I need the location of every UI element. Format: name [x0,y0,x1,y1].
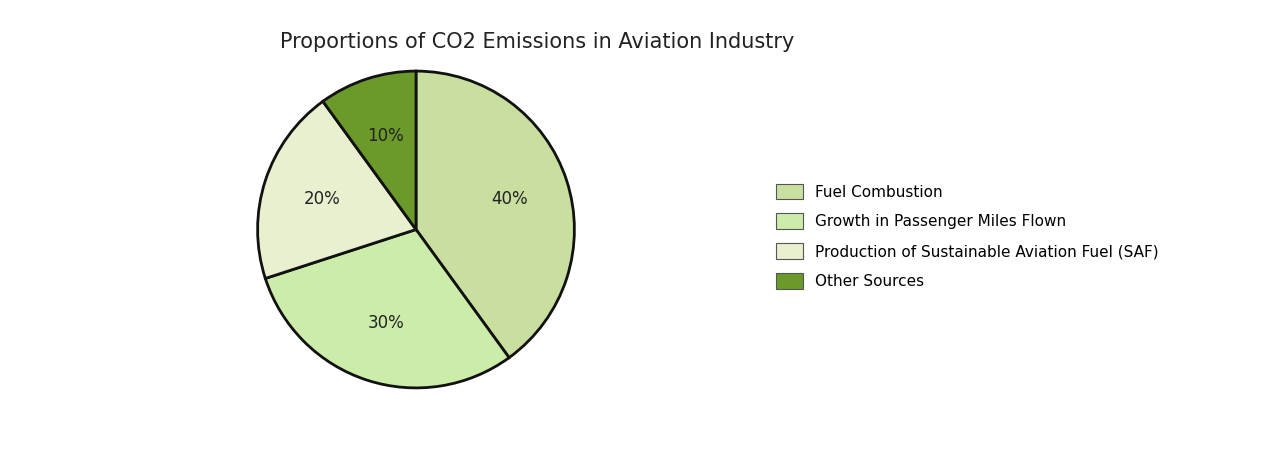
Wedge shape [265,230,509,388]
Text: 30%: 30% [367,314,404,332]
Text: 20%: 20% [305,190,340,208]
Legend: Fuel Combustion, Growth in Passenger Miles Flown, Production of Sustainable Avia: Fuel Combustion, Growth in Passenger Mil… [776,184,1158,289]
Text: 10%: 10% [367,127,404,145]
Text: 40%: 40% [492,190,527,208]
Wedge shape [257,101,416,279]
Wedge shape [416,71,575,358]
Wedge shape [323,71,416,229]
Text: Proportions of CO2 Emissions in Aviation Industry: Proportions of CO2 Emissions in Aviation… [280,32,795,51]
